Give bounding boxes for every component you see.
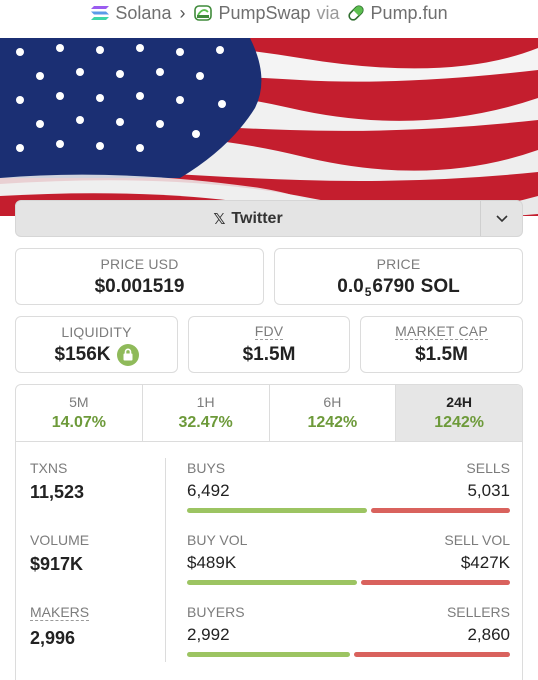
sell-bar-segment bbox=[370, 508, 510, 513]
tab-label: 5M bbox=[69, 394, 89, 410]
social-dropdown-button[interactable] bbox=[480, 201, 522, 236]
tab-6h[interactable]: 6H 1242% bbox=[270, 385, 397, 441]
lock-icon[interactable] bbox=[116, 343, 139, 366]
makers-value: 2,996 bbox=[30, 628, 76, 648]
buyers-ratio-bar bbox=[187, 652, 510, 657]
sells-value: 5,031 bbox=[467, 481, 510, 500]
twitter-label: Twitter bbox=[231, 209, 283, 227]
price-native-value: 0.0 5 6790 SOL bbox=[337, 275, 460, 299]
source-name: Pump.fun bbox=[370, 2, 448, 23]
fdv-card: FDV $1.5M bbox=[188, 316, 350, 373]
tab-24h[interactable]: 24H 1242% bbox=[396, 385, 522, 441]
price-native-zero-count: 5 bbox=[364, 284, 372, 299]
fdv-value: $1.5M bbox=[242, 344, 296, 365]
tab-change-value: 1242% bbox=[307, 414, 358, 431]
breadcrumb-chain[interactable]: Solana bbox=[90, 3, 171, 24]
makers-label[interactable]: MAKERS bbox=[30, 604, 90, 621]
x-logo-icon: 𝕏 bbox=[213, 210, 226, 228]
buyers-sellers-row: BUYERS SELLERS 2,992 2,860 bbox=[187, 604, 510, 657]
chain-name: Solana bbox=[115, 2, 172, 23]
sell-bar-segment bbox=[361, 580, 510, 585]
volume-value: $917K bbox=[30, 554, 84, 574]
token-banner-image bbox=[0, 38, 538, 216]
buys-sells-row: BUYS SELLS 6,492 5,031 bbox=[187, 460, 510, 513]
chevron-down-icon bbox=[495, 214, 508, 222]
sellers-value: 2,860 bbox=[467, 625, 510, 644]
tab-change-value: 1242% bbox=[434, 414, 485, 431]
buys-value: 6,492 bbox=[187, 481, 230, 500]
sellers-label: SELLERS bbox=[446, 604, 510, 620]
trading-stats-panel: TXNS 11,523 VOLUME $917K MAKERS 2,996 BU… bbox=[15, 442, 523, 680]
buyers-label: BUYERS bbox=[187, 604, 245, 620]
tab-label: 24H bbox=[446, 394, 472, 410]
buyers-value: 2,992 bbox=[187, 625, 230, 644]
stats-divider bbox=[165, 458, 166, 662]
via-text: via bbox=[316, 2, 340, 23]
liquidity-value-row: $156K bbox=[54, 343, 139, 366]
dex-name: PumpSwap bbox=[218, 2, 311, 23]
sell-vol-label: SELL VOL bbox=[444, 532, 510, 548]
market-cap-label[interactable]: MARKET CAP bbox=[395, 323, 488, 340]
tab-change-value: 32.47% bbox=[178, 414, 233, 431]
tab-5m[interactable]: 5M 14.07% bbox=[16, 385, 143, 441]
price-usd-card: PRICE USD $0.001519 bbox=[15, 248, 264, 305]
price-native-card: PRICE 0.0 5 6790 SOL bbox=[274, 248, 523, 305]
buy-bar-segment bbox=[187, 508, 367, 513]
txns-label: TXNS bbox=[30, 460, 68, 476]
makers-stat: MAKERS 2,996 bbox=[30, 604, 90, 649]
pumpswap-icon bbox=[194, 5, 213, 21]
tab-1h[interactable]: 1H 32.47% bbox=[143, 385, 270, 441]
price-native-unit: SOL bbox=[420, 275, 460, 297]
sell-bar-segment bbox=[354, 652, 510, 657]
buy-vol-value: $489K bbox=[187, 553, 237, 572]
buy-bar-segment bbox=[187, 580, 358, 585]
fdv-label[interactable]: FDV bbox=[254, 323, 284, 340]
sells-label: SELLS bbox=[466, 460, 510, 476]
liquidity-value: $156K bbox=[54, 343, 111, 365]
breadcrumb: Solana › PumpSwap via Pump.fun bbox=[0, 0, 538, 26]
breadcrumb-source[interactable]: Pump.fun bbox=[346, 3, 448, 24]
price-usd-value: $0.001519 bbox=[94, 275, 185, 297]
price-usd-label: PRICE USD bbox=[100, 255, 179, 272]
tab-change-value: 14.07% bbox=[51, 414, 106, 431]
tab-label: 6H bbox=[323, 394, 342, 410]
tab-label: 1H bbox=[196, 394, 215, 410]
timeframe-tabs: 5M 14.07% 1H 32.47% 6H 1242% 24H 1242% bbox=[15, 384, 523, 442]
twitter-button[interactable]: 𝕏 Twitter bbox=[16, 201, 480, 236]
sell-vol-value: $427K bbox=[460, 553, 510, 572]
txns-value: 11,523 bbox=[30, 482, 85, 502]
price-native-label: PRICE bbox=[376, 255, 421, 272]
volume-stat: VOLUME $917K bbox=[30, 532, 89, 575]
price-native-digits: 6790 bbox=[372, 275, 415, 297]
buy-bar-segment bbox=[187, 652, 350, 657]
buy-vol-label: BUY VOL bbox=[187, 532, 248, 548]
breadcrumb-dex[interactable]: PumpSwap bbox=[193, 2, 311, 24]
volume-label: VOLUME bbox=[30, 532, 90, 548]
volume-split-row: BUY VOL SELL VOL $489K $427K bbox=[187, 532, 510, 585]
buys-sells-ratio-bar bbox=[187, 508, 510, 513]
social-links-bar: 𝕏 Twitter bbox=[15, 200, 523, 237]
liquidity-label: LIQUIDITY bbox=[61, 323, 132, 340]
volume-ratio-bar bbox=[187, 580, 510, 585]
chevron-right-icon: › bbox=[179, 2, 186, 23]
market-cap-value: $1.5M bbox=[415, 344, 468, 365]
pill-icon bbox=[347, 5, 364, 21]
txns-stat: TXNS 11,523 bbox=[30, 460, 84, 503]
solana-icon bbox=[91, 6, 110, 20]
market-cap-card: MARKET CAP $1.5M bbox=[360, 316, 523, 373]
price-native-prefix: 0.0 bbox=[337, 275, 364, 297]
liquidity-card: LIQUIDITY $156K bbox=[15, 316, 178, 373]
buys-label: BUYS bbox=[187, 460, 226, 476]
